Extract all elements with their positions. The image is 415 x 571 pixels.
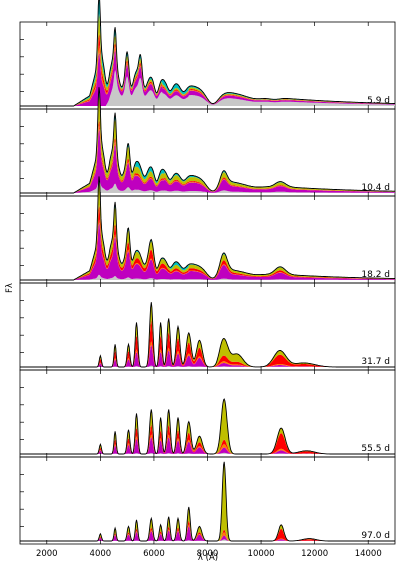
component-area-5 — [62, 302, 396, 367]
component-area-2 — [62, 128, 396, 193]
component-area-1 — [62, 180, 396, 193]
panel-5: 55.5 d — [19, 369, 396, 458]
panel-stack: 5.9 d 10.4 d 18.2 d 31.7 d 55.5 d 97.0 d — [19, 0, 396, 545]
panel-6: 97.0 d — [19, 456, 396, 545]
component-area-3 — [62, 45, 396, 106]
y-axis-label: Fλ — [5, 283, 15, 293]
component-area-1 — [62, 274, 396, 280]
total-spectrum-line — [20, 87, 395, 194]
epoch-label: 55.5 d — [361, 444, 390, 454]
x-tick-label: 4000 — [90, 549, 112, 559]
panel-4: 31.7 d — [19, 282, 396, 371]
component-area-4 — [62, 320, 396, 367]
component-area-6 — [62, 461, 396, 541]
panel-frame — [19, 282, 396, 371]
panel-frame — [19, 108, 396, 197]
total-spectrum-line — [20, 176, 395, 281]
epoch-label: 10.4 d — [361, 183, 390, 193]
total-spectrum-line — [20, 461, 395, 542]
x-axis: 2000 4000 6000 8000 10000 12000 14000 — [36, 549, 382, 559]
epoch-label: 18.2 d — [361, 270, 390, 280]
x-tick-label: 6000 — [143, 549, 165, 559]
epoch-label: 31.7 d — [361, 357, 390, 367]
total-spectrum-line — [20, 302, 395, 368]
component-area-5 — [62, 399, 396, 454]
panel-frame — [19, 195, 396, 284]
component-area-5 — [62, 461, 396, 541]
component-area-2 — [62, 49, 396, 106]
x-tick-label: 10000 — [248, 549, 275, 559]
component-area-1 — [62, 452, 396, 454]
panel-frame — [19, 456, 396, 545]
epoch-label: 5.9 d — [367, 96, 390, 106]
panel-frame — [19, 369, 396, 458]
x-tick-label: 12000 — [301, 549, 328, 559]
component-area-1 — [62, 70, 396, 106]
panel-frame — [19, 21, 396, 110]
total-spectrum-line — [20, 0, 395, 107]
epoch-label: 97.0 d — [361, 531, 390, 541]
panel-1: 5.9 d — [19, 0, 396, 110]
x-tick-label: 14000 — [355, 549, 382, 559]
total-spectrum-line — [20, 398, 395, 455]
component-area-2 — [62, 222, 396, 280]
component-area-1 — [62, 365, 396, 367]
x-tick-label: 2000 — [36, 549, 58, 559]
x-axis-label: λ (Å) — [198, 551, 218, 563]
panel-3: 18.2 d — [19, 176, 396, 284]
x-tick-label: 8000 — [197, 549, 219, 559]
